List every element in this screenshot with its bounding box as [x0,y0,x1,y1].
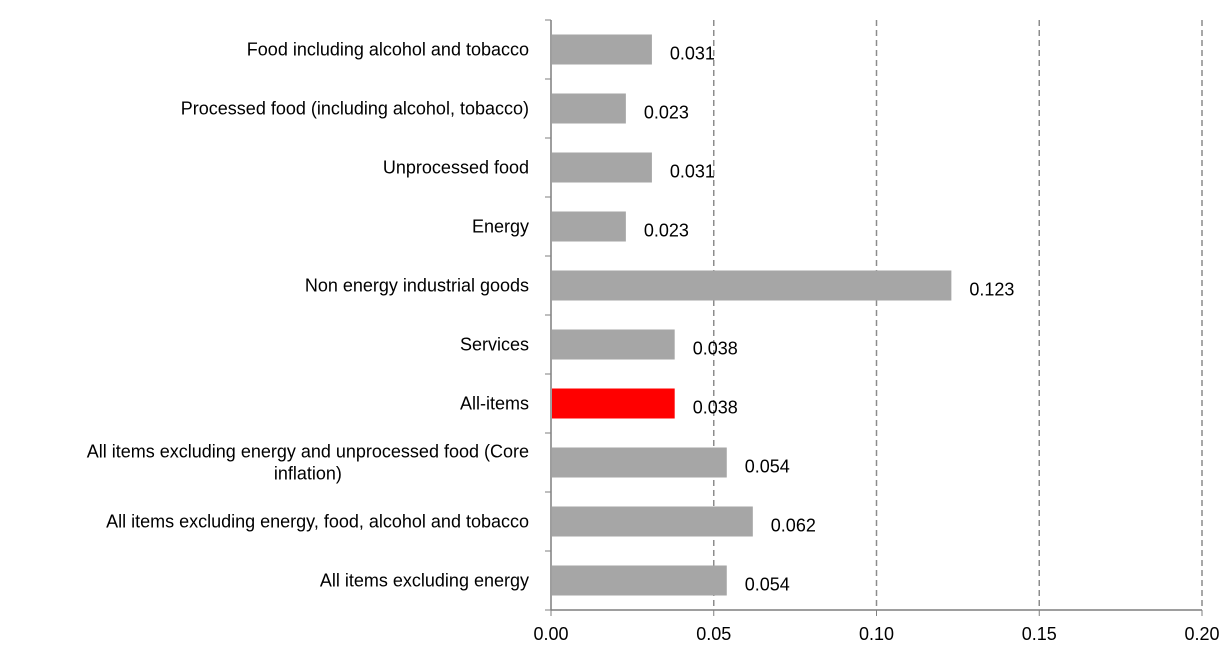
data-label: 0.023 [644,221,689,241]
category-label: All items excluding energy and unprocess… [87,442,529,462]
data-label: 0.123 [969,280,1014,300]
category-label: Non energy industrial goods [305,276,529,296]
x-tick-label: 0.00 [533,624,568,644]
category-label: Services [460,335,529,355]
x-tick-label: 0.20 [1184,624,1219,644]
bar [552,388,675,419]
category-label: Processed food (including alcohol, tobac… [181,99,529,119]
data-label: 0.054 [745,575,790,595]
bar [552,506,753,537]
data-label: 0.062 [771,516,816,536]
category-labels: Food including alcohol and tobacco Proces… [87,40,529,591]
bar [552,329,675,360]
bar [552,152,652,183]
bar [552,270,952,301]
value-labels: 0.031 0.023 0.031 0.023 0.123 0.038 0.038 0.054… [644,44,1015,595]
data-label: 0.031 [670,44,715,64]
bars [552,34,952,596]
x-tick-label: 0.15 [1022,624,1057,644]
category-label: Energy [472,217,529,237]
x-tick-labels: 0.00 0.05 0.10 0.15 0.20 [533,624,1219,644]
category-label: Unprocessed food [383,158,529,178]
category-label: All-items [460,394,529,414]
x-tick-label: 0.05 [696,624,731,644]
data-label: 0.038 [693,398,738,418]
bar [552,447,727,478]
category-label: inflation) [274,464,342,484]
category-label: All items excluding energy, food, alcoho… [106,512,529,532]
bar [552,34,652,65]
category-label: All items excluding energy [320,571,529,591]
x-tick-label: 0.10 [859,624,894,644]
data-label: 0.054 [745,457,790,477]
data-label: 0.031 [670,162,715,182]
data-label: 0.038 [693,339,738,359]
data-label: 0.023 [644,103,689,123]
bar [552,93,626,124]
bar [552,211,626,242]
category-label: Food including alcohol and tobacco [247,40,529,60]
bar [552,565,727,596]
axes [545,19,1203,616]
